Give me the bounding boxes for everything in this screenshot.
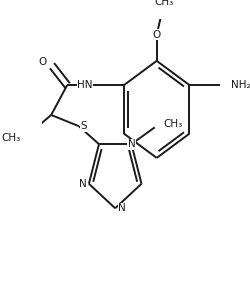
Text: N: N: [127, 139, 135, 149]
Text: N: N: [79, 179, 86, 189]
Text: CH₃: CH₃: [163, 119, 182, 129]
Text: S: S: [80, 121, 86, 131]
Text: HN: HN: [77, 80, 92, 90]
Text: N: N: [118, 203, 125, 213]
Text: CH₃: CH₃: [1, 133, 20, 143]
Text: CH₃: CH₃: [154, 0, 173, 7]
Text: NH₂: NH₂: [230, 80, 250, 90]
Text: O: O: [152, 30, 160, 40]
Text: O: O: [38, 57, 47, 67]
